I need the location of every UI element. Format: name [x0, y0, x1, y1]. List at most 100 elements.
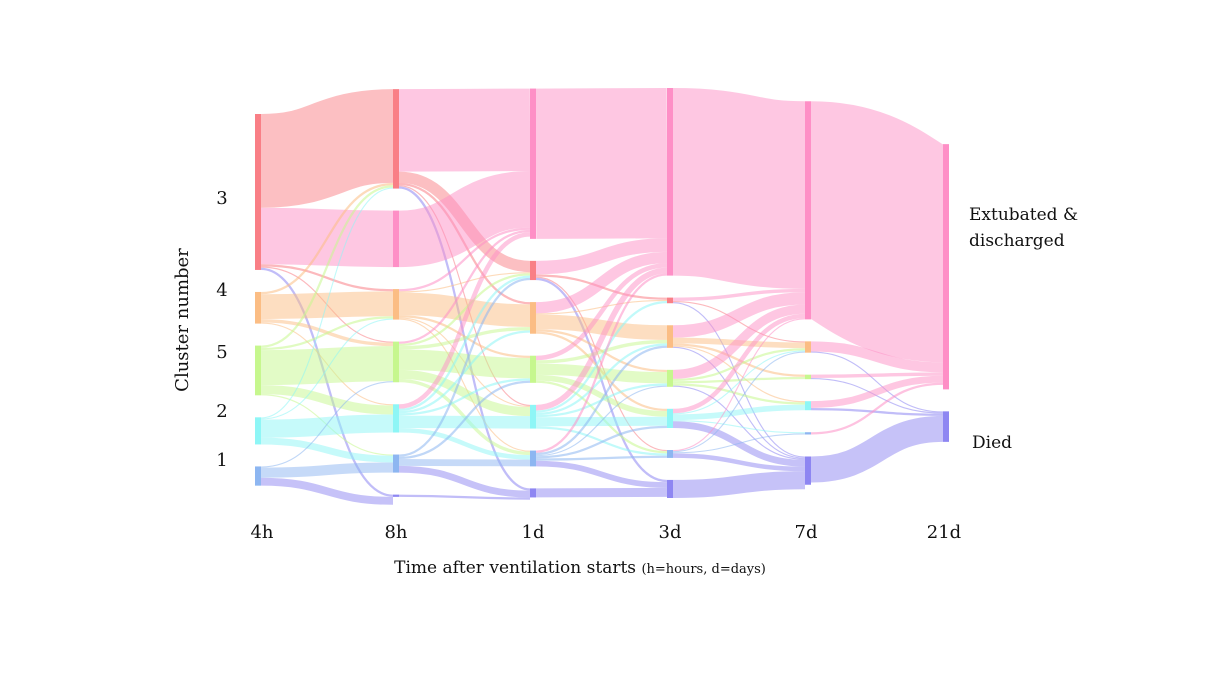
link-8h-c4-to-discharged [398, 227, 531, 292]
link-4h-c1-to-c5 [260, 381, 394, 468]
state-nodes [255, 88, 949, 498]
time-tick-21d: 21d [927, 522, 961, 543]
node-8h-c3 [393, 89, 399, 189]
node-4h-c1 [255, 466, 261, 486]
node-21d-discharged [943, 144, 949, 390]
link-4h-c3-to-c4 [260, 264, 394, 292]
link-4h-c5-to-c2 [260, 385, 394, 415]
outcome-label-discharged-line1: Extubated & [969, 205, 1078, 225]
link-7d-c4-to-died [810, 351, 944, 413]
node-1d-discharged [530, 88, 536, 239]
cluster-labels: 3 4 5 2 1 [216, 188, 227, 471]
node-1d-died [530, 488, 536, 498]
node-8h-died [393, 494, 399, 497]
node-8h-c2 [393, 404, 399, 433]
link-1d-c2-to-c3 [535, 300, 668, 413]
cluster-label-2: 2 [216, 401, 227, 422]
link-1d-c4-to-c4 [535, 314, 668, 340]
link-1d-c5-to-c2 [535, 374, 668, 417]
link-4h-c5-to-c4 [260, 316, 394, 351]
node-7d-c2 [805, 401, 811, 411]
node-4h-c3 [255, 114, 261, 270]
link-4h-c4-to-c4 [260, 291, 394, 320]
link-8h-c5-to-discharged [398, 229, 531, 344]
cluster-label-5: 5 [216, 342, 227, 363]
link-1d-c4-to-c3 [535, 299, 668, 315]
link-1d-c4-to-discharged [535, 251, 668, 314]
link-3d-c4-to-c2 [672, 345, 806, 403]
node-3d-c1 [667, 450, 673, 458]
link-4h-c3-to-c3 [259, 89, 395, 208]
node-1d-c4 [530, 302, 536, 334]
link-3d-c3-to-discharged [672, 288, 806, 301]
link-3d-c5-to-c2 [672, 383, 806, 405]
link-8h-discharged-to-discharged [397, 171, 532, 268]
link-8h-c4-to-c1 [398, 318, 531, 452]
node-8h-c4 [393, 289, 399, 320]
link-8h-c5-to-c4 [398, 326, 531, 350]
node-8h-c1 [393, 454, 399, 473]
time-tick-3d: 3d [659, 522, 682, 543]
link-3d-died-to-died [672, 471, 806, 498]
link-7d-discharged-to-discharged [805, 101, 949, 363]
link-4h-c5-to-c3 [260, 185, 394, 348]
link-3d-c2-to-c2 [672, 404, 806, 421]
node-3d-died [667, 479, 673, 498]
node-7d-c5 [805, 374, 811, 380]
node-4h-c4 [255, 291, 261, 324]
node-4h-c2 [255, 417, 261, 445]
link-1d-c1-to-died [535, 460, 668, 488]
link-7d-c1-to-discharged [810, 382, 944, 435]
node-7d-c1 [805, 432, 811, 435]
link-1d-c1-to-c2 [535, 425, 668, 459]
link-1d-c5-to-discharged [535, 263, 668, 361]
time-tick-labels: 4h 8h 1d 3d 7d 21d [250, 522, 961, 543]
link-1d-c1-to-c1 [535, 455, 668, 461]
x-axis-title-note: (h=hours, d=days) [641, 562, 765, 577]
link-8h-c2-to-c1 [398, 428, 531, 460]
node-1d-c5 [530, 355, 536, 383]
node-21d-died [943, 411, 949, 442]
link-8h-c2-to-c2 [398, 415, 531, 429]
link-8h-c1-to-c1 [398, 459, 531, 467]
link-4h-c2-to-c2 [260, 414, 394, 438]
link-7d-c2-to-discharged [810, 375, 944, 408]
node-7d-c4 [805, 341, 811, 353]
cluster-label-1: 1 [216, 450, 227, 471]
link-8h-c1-to-c5 [398, 380, 531, 460]
link-7d-c5-to-died [810, 378, 944, 414]
link-8h-c4-to-c3 [398, 272, 531, 293]
link-3d-c5-to-c5 [672, 376, 806, 384]
link-8h-c2-to-c4 [398, 330, 531, 414]
link-8h-c3-to-discharged [398, 88, 531, 172]
time-tick-1d: 1d [522, 522, 545, 543]
node-1d-c3 [530, 260, 536, 281]
link-4h-c4-to-c3 [260, 182, 394, 295]
cluster-label-3: 3 [216, 188, 227, 209]
node-3d-discharged [667, 88, 673, 276]
link-8h-c2-to-c5 [398, 378, 531, 416]
node-8h-discharged [393, 210, 399, 268]
link-8h-c2-to-c3 [398, 275, 531, 412]
link-3d-discharged-to-discharged [671, 88, 807, 289]
x-axis-title: Time after ventilation starts (h=hours, … [394, 558, 766, 578]
node-7d-discharged [805, 101, 811, 320]
link-3d-c4-to-discharged [672, 292, 806, 338]
flow-links [259, 87, 949, 505]
node-1d-c2 [530, 404, 536, 429]
link-1d-c5-to-c1 [535, 380, 668, 454]
link-1d-died-to-died [535, 487, 668, 498]
link-4h-c1-to-died [260, 477, 394, 505]
link-1d-c3-to-discharged [535, 238, 668, 275]
time-tick-8h: 8h [384, 522, 407, 543]
link-8h-c1-to-c3 [398, 277, 531, 457]
link-1d-c1-to-c5 [535, 385, 668, 457]
link-4h-c2-to-c1 [260, 437, 394, 463]
link-4h-c2-to-c3 [260, 187, 394, 419]
link-3d-c1-to-c4 [672, 351, 806, 453]
link-1d-c1-to-c4 [535, 345, 668, 456]
link-1d-c5-to-c4 [535, 339, 668, 364]
link-3d-c1-to-died [672, 453, 806, 472]
link-7d-c5-to-discharged [810, 372, 944, 379]
